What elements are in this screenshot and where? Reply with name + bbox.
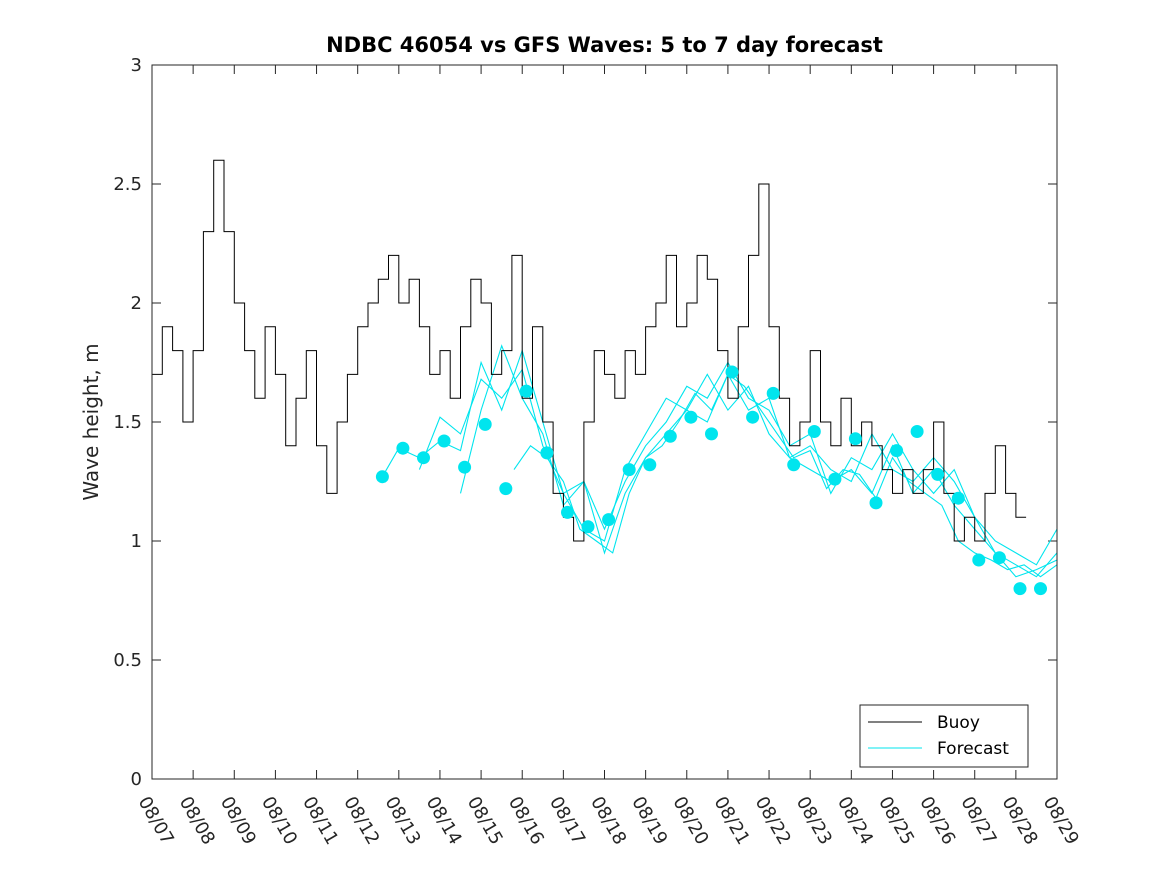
forecast-marker xyxy=(807,425,821,438)
forecast-marker xyxy=(1034,582,1047,596)
forecast-marker xyxy=(705,427,718,441)
legend: Buoy Forecast xyxy=(859,704,1029,768)
forecast-marker xyxy=(951,491,965,505)
forecast-marker xyxy=(417,451,430,465)
legend-label-forecast: Forecast xyxy=(937,739,1009,759)
forecast-marker xyxy=(890,444,904,458)
forecast-marker xyxy=(643,458,657,472)
forecast-marker xyxy=(725,365,739,379)
forecast-marker xyxy=(458,460,472,474)
forecast-marker xyxy=(602,513,616,527)
y-tick-label: 0 xyxy=(131,769,142,790)
legend-label-buoy: Buoy xyxy=(937,713,980,733)
forecast-marker xyxy=(437,434,451,448)
buoy-series-line xyxy=(152,159,1027,542)
forecast-marker xyxy=(910,425,924,438)
forecast-marker xyxy=(561,505,574,519)
forecast-marker xyxy=(766,386,780,400)
forecast-marker xyxy=(992,551,1006,565)
y-tick-label: 3 xyxy=(131,55,142,76)
legend-box xyxy=(859,704,1029,768)
forecast-marker xyxy=(931,467,945,481)
forecast-marker xyxy=(540,446,554,460)
y-tick-label: 1.5 xyxy=(113,412,142,433)
forecast-marker xyxy=(787,458,801,472)
forecast-marker xyxy=(663,429,677,443)
forecast-marker xyxy=(828,472,842,486)
forecast-marker xyxy=(972,553,986,567)
plot-background xyxy=(152,65,1057,779)
forecast-marker xyxy=(581,520,595,534)
forecast-marker xyxy=(746,410,760,424)
y-tick-label: 1 xyxy=(131,531,142,552)
forecast-marker xyxy=(622,463,636,477)
forecast-marker xyxy=(519,384,533,398)
forecast-marker xyxy=(684,410,698,424)
forecast-marker xyxy=(499,482,513,496)
forecast-marker xyxy=(848,432,862,446)
y-tick-label: 2.5 xyxy=(113,174,142,195)
forecast-series-line-4 xyxy=(513,373,1058,578)
y-tick-label: 0.5 xyxy=(113,650,142,671)
y-axis-label: Wave height, m xyxy=(79,343,103,500)
forecast-marker xyxy=(375,470,389,484)
forecast-marker xyxy=(869,496,883,510)
forecast-marker xyxy=(1013,582,1027,596)
axes-box xyxy=(151,64,1058,780)
y-tick-label: 2 xyxy=(131,293,142,314)
forecast-marker xyxy=(396,441,410,455)
chart-title: NDBC 46054 vs GFS Waves: 5 to 7 day fore… xyxy=(326,33,883,57)
forecast-marker xyxy=(478,417,492,431)
